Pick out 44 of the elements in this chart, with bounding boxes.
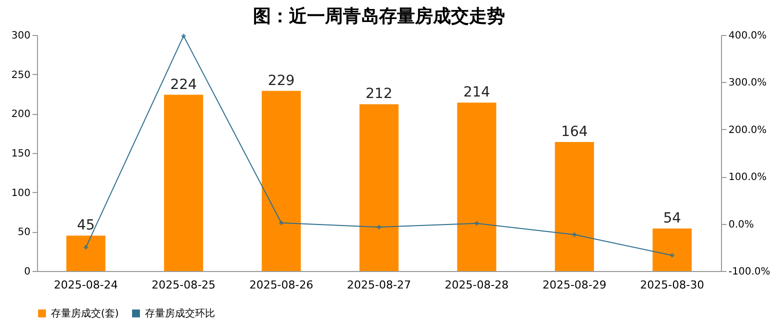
bar (164, 94, 204, 271)
x-tick-label: 2025-08-25 (152, 278, 216, 292)
x-tick-label: 2025-08-27 (347, 278, 411, 292)
point (181, 33, 186, 38)
x-tick-label: 2025-08-29 (542, 278, 606, 292)
legend-label: 存量房成交环比 (145, 307, 215, 320)
x-tick-label: 2025-08-24 (54, 278, 118, 292)
data-label: 45 (76, 218, 95, 234)
data-label: 214 (463, 84, 490, 101)
y2-tick-label: 400.0% (728, 30, 767, 42)
data-label: 229 (268, 72, 295, 89)
y2-tick-label: 200.0% (728, 124, 767, 136)
y2-tick-label: 300.0% (728, 78, 767, 89)
point (278, 220, 284, 226)
bar (262, 90, 301, 271)
x-tick-label: 2025-08-26 (249, 278, 314, 292)
point (474, 220, 480, 226)
y2-tick-label: -100.0% (728, 266, 770, 278)
data-label: 54 (663, 210, 682, 227)
x-tick-label: 2025-08-28 (444, 278, 509, 292)
data-label: 224 (170, 76, 198, 93)
bar (554, 142, 594, 271)
y-tick-label: 250 (11, 70, 30, 81)
data-label: 212 (366, 86, 392, 102)
bar (457, 102, 496, 271)
legend-label: 存量房成交(套) (51, 307, 119, 320)
y-tick-label: 200 (11, 109, 30, 120)
bar (652, 228, 692, 271)
y-tick-label: 150 (11, 148, 30, 160)
point (670, 252, 675, 258)
y-tick-label: 100 (11, 188, 30, 199)
y-tick-label: 50 (18, 227, 30, 238)
point (83, 244, 88, 250)
bar (359, 104, 399, 271)
bar (66, 236, 106, 271)
y-tick-label: 0 (24, 266, 30, 278)
data-label: 164 (561, 124, 588, 140)
y2-tick-label: 100.0% (728, 172, 767, 184)
chart-title: 图：近一周青岛存量房成交走势 (253, 6, 505, 27)
x-tick-label: 2025-08-30 (640, 278, 704, 292)
point (376, 224, 382, 230)
y2-tick-label: 0.0% (728, 219, 754, 230)
y-tick-label: 300 (11, 30, 30, 42)
point (572, 232, 577, 238)
